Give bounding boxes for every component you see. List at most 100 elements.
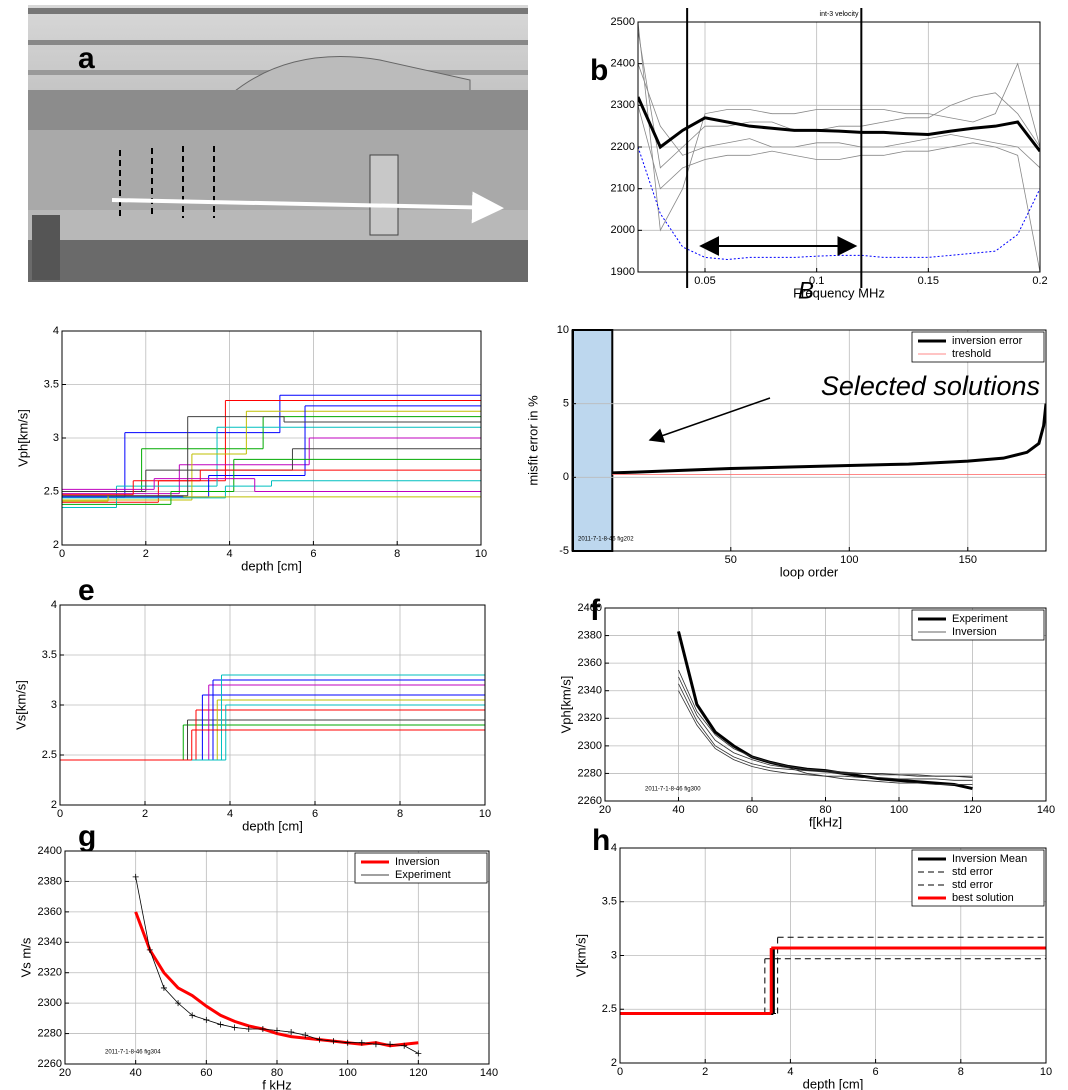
point-marker [330,1038,337,1045]
y-axis-label: Vph[km/s] [15,409,30,467]
axes-frame [619,847,1047,1064]
point-marker [344,1039,351,1046]
series-line [678,690,973,781]
x-tick-label: 4 [227,548,233,560]
x-tick-label: 40 [672,804,684,816]
axes-frame [604,607,1047,802]
x-tick-label: 6 [873,1066,879,1078]
y-tick-label: 2.5 [42,749,57,761]
y-tick-label: 10 [557,324,569,336]
x-axis-label: Frequency MHz [793,285,885,300]
panel: 2260 2280 2300 2320 2340 2360 2380 2400 20 40 60 80… [18,845,498,1090]
x-tick-label: 4 [787,1066,793,1078]
series-line [134,911,419,1048]
point-marker [160,984,167,991]
x-tick-label: 0.05 [694,275,715,287]
photo [28,5,528,282]
legend-label: Inversion [395,856,440,868]
y-tick-label: 2 [611,1057,617,1069]
x-tick-label: 50 [725,554,737,566]
note: 2011-7-1-8-46 fig300 [645,787,701,793]
x-tick-label: 20 [599,804,611,816]
plot-lines [620,936,1046,1016]
axes-frame [61,330,482,546]
x-tick-label: 80 [271,1067,283,1079]
note: 2011-7-1-8-46 fig202 [578,537,634,543]
y-tick-label: 2380 [578,629,602,641]
legend-label: Inversion Mean [952,853,1027,865]
x-axis-label: depth [cm] [242,818,303,833]
point-marker [316,1036,323,1043]
y-axis-label: V[km/s] [573,934,588,977]
y-tick-label: 3 [611,949,617,961]
legend-box [354,852,488,884]
legend-label: Experiment [395,869,451,881]
point-marker [203,1016,210,1023]
panel-letter: e [78,574,95,607]
x-tick-label: 0.1 [809,275,824,287]
series-line [612,403,1046,475]
panel-letter: f [590,594,601,627]
x-tick-label: 2 [143,548,149,560]
x-tick-label: 10 [1040,1066,1052,1078]
x-tick-label: 80 [819,804,831,816]
x-tick-label: 120 [963,804,981,816]
y-tick-label: 2 [53,539,59,551]
x-tick-label: 60 [200,1067,212,1079]
plot-area [572,330,1046,551]
x-tick-label: 140 [480,1067,498,1079]
y-tick-label: 0 [563,471,569,483]
axes-frame [571,329,1047,552]
panel-letter: h [592,824,610,857]
y-tick-label: 3.5 [44,378,59,390]
x-tick-label: 20 [59,1067,71,1079]
point-marker [401,1042,408,1049]
x-tick-label: 60 [746,804,758,816]
y-axis-label: misfit error in % [525,395,540,486]
series-line [678,683,973,778]
legend-label: std error [952,866,993,878]
y-tick-label: 2300 [578,740,602,752]
y-tick-label: 2200 [611,141,635,153]
y-tick-label: 2 [51,799,57,811]
highlight [572,329,614,552]
point-marker [358,1039,365,1046]
chart-title: int-3 velocity [820,11,859,18]
panel: 2260 2280 2300 2320 2340 2360 2380 2400 20 40 60 80… [558,602,1055,830]
x-tick-label: 40 [130,1067,142,1079]
x-tick-label: 10 [475,548,487,560]
point-marker [274,1027,280,1034]
y-tick-label: 4 [611,842,617,854]
legend-label: Inversion [952,626,997,638]
series-line [638,105,1040,272]
point-marker [217,1021,224,1028]
x-tick-label: 140 [1037,804,1055,816]
legend-label: treshold [952,348,991,360]
y-tick-label: 5 [563,398,569,410]
plot-lines [612,403,1046,475]
x-tick-label: 0 [617,1066,623,1078]
x-tick-label: 120 [409,1067,427,1079]
y-tick-label: 2280 [578,767,602,779]
x-tick-label: 10 [479,808,491,820]
legend-label: Experiment [952,613,1008,625]
legend-label: best solution [952,892,1014,904]
y-tick-label: 3 [53,432,59,444]
y-tick-label: 2380 [38,875,62,887]
legend-box [911,609,1045,641]
x-tick-label: 8 [394,548,400,560]
x-tick-label: 2 [702,1066,708,1078]
x-tick-label: 100 [338,1067,356,1079]
x-tick-label: 150 [959,554,977,566]
x-tick-label: 8 [958,1066,964,1078]
annotation-arrow [648,397,771,443]
point-marker [415,1050,422,1057]
x-axis-label: depth [cm] [803,1076,864,1090]
panel-letter: b [590,54,608,87]
point-marker [302,1032,309,1039]
y-tick-label: 4 [51,599,57,611]
x-axis-label: depth [cm] [241,558,302,573]
x-tick-label: 2 [142,808,148,820]
